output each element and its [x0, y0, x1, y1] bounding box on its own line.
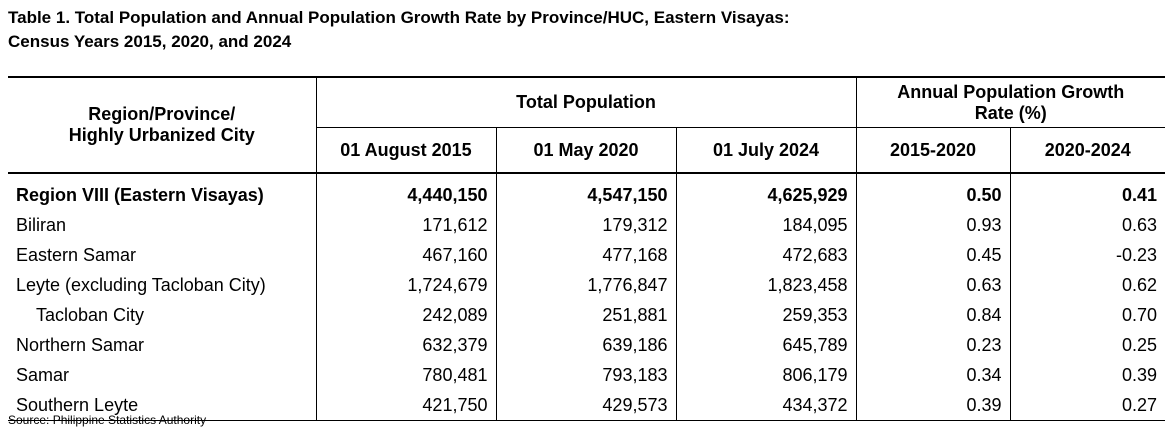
row-pop-2024: 806,179 [675, 360, 857, 390]
header-growth-line2: Rate (%) [974, 102, 1047, 123]
row-pop-2024: 434,372 [675, 390, 857, 421]
row-rate-2015-2020: 0.39 [855, 390, 1011, 421]
header-pop-2020: 01 May 2020 [495, 127, 676, 173]
table-title-line1: Table 1. Total Population and Annual Pop… [8, 8, 790, 27]
row-rate-2015-2020: 0.23 [855, 330, 1011, 360]
row-area-name: Biliran [16, 215, 67, 235]
row-rate-2020-2024: 0.70 [1009, 300, 1166, 330]
row-pop-2024: 4,625,929 [675, 173, 857, 210]
row-pop-2015: 1,724,679 [315, 270, 496, 300]
header-area: Region/Province/ Highly Urbanized City [8, 77, 316, 173]
header-total-population: Total Population [315, 77, 857, 128]
row-rate-2020-2024: 0.62 [1009, 270, 1166, 300]
row-pop-2015: 467,160 [315, 240, 496, 270]
population-table: Region/Province/ Highly Urbanized City T… [8, 76, 1166, 421]
row-rate-2020-2024: 0.39 [1009, 360, 1166, 390]
row-pop-2015: 632,379 [315, 330, 496, 360]
row-rate-2020-2024: 0.27 [1009, 390, 1166, 421]
row-area-name: Eastern Samar [16, 245, 137, 265]
row-rate-2020-2024: 0.63 [1009, 210, 1166, 240]
row-pop-2015: 242,089 [315, 300, 496, 330]
row-pop-2015: 171,612 [315, 210, 496, 240]
table-row: Southern Leyte 421,750 429,573 434,372 0… [8, 390, 1166, 421]
row-area-name: Region VIII (Eastern Visayas) [16, 185, 264, 205]
table-row: Eastern Samar 467,160 477,168 472,683 0.… [8, 240, 1166, 270]
header-row-columns: 01 August 2015 01 May 2020 01 July 2024 … [8, 127, 1166, 173]
row-pop-2024: 184,095 [675, 210, 857, 240]
row-pop-2015: 780,481 [315, 360, 496, 390]
row-pop-2024: 259,353 [675, 300, 857, 330]
row-pop-2024: 645,789 [675, 330, 857, 360]
row-rate-2015-2020: 0.93 [855, 210, 1011, 240]
row-pop-2024: 472,683 [675, 240, 857, 270]
table-row: Leyte (excluding Tacloban City) 1,724,67… [8, 270, 1166, 300]
row-rate-2020-2024: 0.25 [1009, 330, 1166, 360]
row-pop-2020: 4,547,150 [495, 173, 676, 210]
source-note: Source: Philippine Statistics Authority [8, 413, 207, 427]
row-area-name: Samar [16, 365, 70, 385]
row-pop-2020: 179,312 [495, 210, 676, 240]
row-rate-2020-2024: -0.23 [1009, 240, 1166, 270]
header-growth-rate: Annual Population Growth Rate (%) [855, 77, 1166, 128]
header-pop-2024: 01 July 2024 [675, 127, 857, 173]
header-pop-2015: 01 August 2015 [315, 127, 496, 173]
table-row: Biliran 171,612 179,312 184,095 0.93 0.6… [8, 210, 1166, 240]
table-row: Region VIII (Eastern Visayas) 4,440,150 … [8, 173, 1166, 210]
table-row: Tacloban City 242,089 251,881 259,353 0.… [8, 300, 1166, 330]
row-area-name: Leyte (excluding Tacloban City) [16, 275, 266, 295]
row-pop-2024: 1,823,458 [675, 270, 857, 300]
row-pop-2020: 429,573 [495, 390, 676, 421]
row-area-name: Tacloban City [36, 305, 145, 325]
row-area-name: Southern Leyte [8, 390, 316, 421]
row-pop-2020: 251,881 [495, 300, 676, 330]
header-row-groups: Region/Province/ Highly Urbanized City T… [8, 77, 1166, 145]
table-title-line2: Census Years 2015, 2020, and 2024 [8, 32, 292, 51]
row-pop-2020: 1,776,847 [495, 270, 676, 300]
header-area-line1: Region/Province/ [88, 104, 236, 124]
header-growth-line1: Annual Population Growth [897, 81, 1125, 102]
row-pop-2015: 4,440,150 [315, 173, 496, 210]
row-rate-2015-2020: 0.63 [855, 270, 1011, 300]
row-rate-2015-2020: 0.84 [855, 300, 1011, 330]
table-title: Table 1. Total Population and Annual Pop… [8, 6, 790, 54]
header-area-line2: Highly Urbanized City [68, 125, 255, 145]
row-pop-2015: 421,750 [315, 390, 496, 421]
table-row: Samar 780,481 793,183 806,179 0.34 0.39 [8, 360, 1166, 390]
row-area-name: Northern Samar [16, 335, 145, 355]
row-pop-2020: 793,183 [495, 360, 676, 390]
row-rate-2015-2020: 0.45 [855, 240, 1011, 270]
table-row: Northern Samar 632,379 639,186 645,789 0… [8, 330, 1166, 360]
header-rate-2020-2024: 2020-2024 [1009, 127, 1166, 173]
row-pop-2020: 639,186 [495, 330, 676, 360]
row-pop-2020: 477,168 [495, 240, 676, 270]
row-rate-2015-2020: 0.50 [855, 173, 1011, 210]
row-rate-2020-2024: 0.41 [1009, 173, 1166, 210]
row-rate-2015-2020: 0.34 [855, 360, 1011, 390]
header-rate-2015-2020: 2015-2020 [855, 127, 1011, 173]
